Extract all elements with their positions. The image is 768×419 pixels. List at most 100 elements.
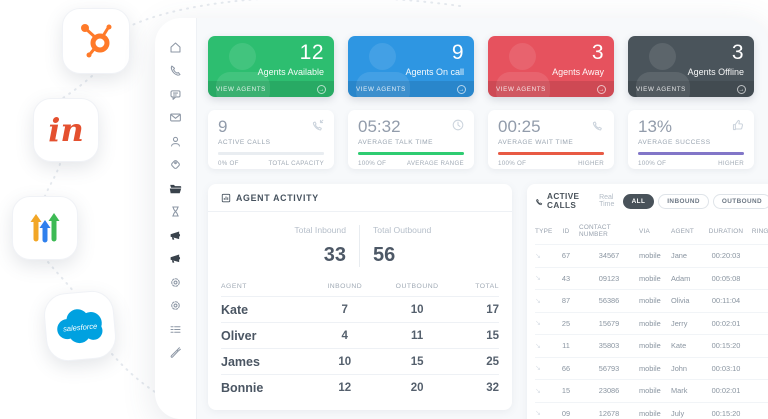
via: mobile: [639, 408, 661, 418]
metric-footer-right: TOTAL CAPACITY: [268, 159, 324, 167]
metric-footer-left: 100% OF: [498, 159, 527, 167]
in-app-card: in: [33, 98, 99, 162]
arrows-app-card: [12, 196, 78, 260]
settings-2-icon[interactable]: [169, 299, 183, 313]
ring-group: sales: [749, 274, 768, 283]
via: mobile: [639, 273, 661, 283]
contact-number: 56793: [598, 363, 620, 373]
metric-footer-left: 0% OF: [218, 159, 239, 167]
agent-name: Oliver: [221, 328, 257, 343]
via: mobile: [639, 318, 661, 328]
table-row[interactable]: ↘ 09 12678 mobile July 00:15:20 sales: [535, 401, 768, 419]
call-filter-pills: ALL INBOUND OUTBOUND: [622, 193, 768, 209]
status-label: Agents On call: [405, 67, 464, 77]
active-calls-table: TYPE ID CONTACT NUMBER VIA AGENT DURATIO…: [527, 217, 768, 419]
dashboard-content: 12 Agents Available VIEW AGENTS → 9 Agen…: [197, 18, 768, 419]
arrow-circle-icon: →: [737, 84, 746, 94]
call-id: 66: [561, 363, 571, 373]
inbound-count: 12: [338, 381, 352, 394]
view-agents-button[interactable]: VIEW AGENTS →: [348, 81, 474, 97]
table-row[interactable]: James 10 15 25: [221, 348, 499, 374]
table-row[interactable]: Kate 7 10 17: [221, 296, 499, 322]
view-agents-label: VIEW AGENTS: [356, 85, 406, 93]
ring-group: support: [749, 319, 768, 328]
call-id: 15: [561, 386, 571, 396]
metric-label: AVERAGE WAIT TIME: [498, 139, 574, 146]
list-icon[interactable]: [169, 322, 183, 336]
home-icon[interactable]: [169, 40, 183, 54]
metric-bar: [218, 152, 324, 155]
table-row[interactable]: Oliver 4 11 15: [221, 322, 499, 348]
table-row[interactable]: ↘ 11 35803 mobile Kate 00:15:20 sales: [535, 334, 768, 357]
filter-inbound-pill[interactable]: INBOUND: [658, 193, 709, 209]
agent-silhouette-icon: [636, 43, 692, 97]
active-calls-metric-card: 9 ACTIVE CALLS 0% OF TOTAL CAPACITY: [208, 110, 334, 169]
call-type-icon: ↘: [535, 297, 541, 305]
clock-icon: [451, 118, 465, 137]
view-agents-label: VIEW AGENTS: [216, 85, 266, 93]
agent-activity-panel: AGENT ACTIVITY Total Inbound 33 Total Ou…: [208, 184, 512, 410]
table-row[interactable]: Bonnie 12 20 32: [221, 374, 499, 400]
col-outbound: OUTBOUND: [395, 283, 439, 290]
agent-activity-header-row: AGENT INBOUND OUTBOUND TOTAL: [221, 279, 499, 296]
agent-name: July: [671, 408, 685, 418]
total-inbound-label: Total Inbound: [294, 225, 346, 235]
col-total: TOTAL: [475, 283, 499, 290]
total-count: 32: [486, 381, 499, 394]
mail-icon[interactable]: [169, 111, 183, 125]
status-value: 3: [591, 41, 604, 64]
phone-icon[interactable]: [169, 64, 183, 78]
chat-icon[interactable]: [169, 87, 183, 101]
view-agents-label: VIEW AGENTS: [636, 85, 686, 93]
arrow-circle-icon: →: [317, 84, 326, 94]
active-calls-panel: ACTIVE CALLS Real Time ALL INBOUND OUTBO…: [527, 184, 768, 419]
via: mobile: [639, 363, 661, 373]
table-row[interactable]: ↘ 25 15679 mobile Jerry 00:02:01 support: [535, 311, 768, 335]
table-row[interactable]: ↘ 66 56793 mobile John 00:03:10 sales: [535, 356, 768, 380]
tag-icon[interactable]: [169, 158, 183, 172]
metric-label: AVERAGE TALK TIME: [358, 139, 434, 146]
agent-silhouette-icon: [356, 43, 412, 97]
phone-icon: [591, 118, 605, 137]
sidebar: [155, 18, 197, 419]
announce-icon[interactable]: [169, 228, 183, 242]
metric-bar: [638, 152, 744, 155]
agent-silhouette-icon: [216, 43, 272, 97]
bar-chart-icon: [221, 193, 231, 203]
metric-cards-row: 9 ACTIVE CALLS 0% OF TOTAL CAPACITY 05:3…: [208, 110, 768, 169]
arrow-circle-icon: →: [457, 84, 466, 94]
view-agents-button[interactable]: VIEW AGENTS →: [208, 81, 334, 97]
col-agent: AGENT: [221, 283, 247, 290]
filter-outbound-pill[interactable]: OUTBOUND: [712, 193, 768, 209]
table-row[interactable]: ↘ 87 56386 mobile Olivia 00:11:04 sales: [535, 289, 768, 312]
col-duration: DURATION: [708, 227, 744, 235]
folder-icon[interactable]: [169, 181, 183, 195]
view-agents-button[interactable]: VIEW AGENTS →: [488, 81, 614, 97]
call-type-icon: ↘: [535, 387, 541, 395]
col-id: ID: [562, 227, 570, 235]
table-row[interactable]: ↘ 43 09123 mobile Adam 00:05:08 sales: [535, 266, 768, 290]
tools-icon[interactable]: [169, 346, 183, 360]
duration: 00:15:20: [711, 408, 741, 418]
contacts-icon[interactable]: [169, 134, 183, 148]
ring-group: sales: [749, 296, 768, 305]
agent-name: Kate: [221, 302, 249, 317]
inbound-count: 4: [341, 329, 348, 342]
announce-2-icon[interactable]: [169, 252, 183, 266]
phone-icon: [536, 198, 543, 205]
via: mobile: [639, 251, 661, 261]
status-value: 3: [731, 41, 744, 64]
call-id: 87: [561, 296, 571, 306]
view-agents-button[interactable]: VIEW AGENTS →: [628, 81, 754, 97]
settings-icon[interactable]: [169, 275, 183, 289]
filter-all-pill[interactable]: ALL: [622, 193, 655, 209]
agent-silhouette-icon: [496, 43, 552, 97]
metric-bar: [358, 152, 464, 155]
ring-group: sales: [749, 409, 768, 418]
via: mobile: [639, 341, 661, 351]
contact-number: 34567: [598, 251, 620, 261]
agent-name: John: [671, 363, 688, 373]
table-row[interactable]: ↘ 67 34567 mobile Jane 00:20:03 sales: [535, 244, 768, 267]
table-row[interactable]: ↘ 15 23086 mobile Mark 00:02:01 support: [535, 379, 768, 402]
hourglass-icon[interactable]: [169, 205, 183, 219]
